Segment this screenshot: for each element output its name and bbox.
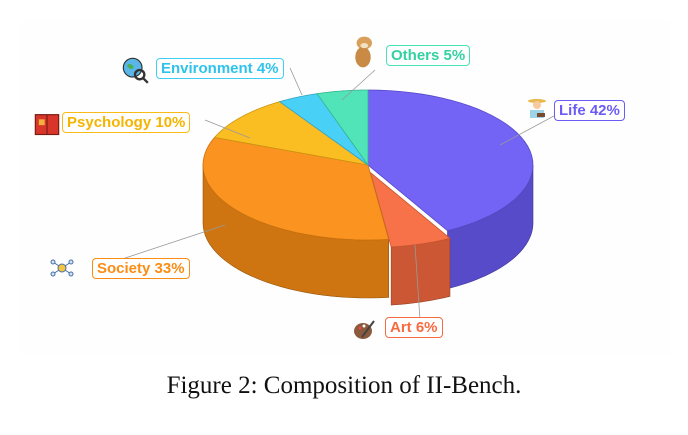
label-society: Society 33%: [92, 258, 190, 279]
label-environment: Environment 4%: [156, 58, 284, 79]
pie-chart: [94, 67, 566, 321]
slice-psychology: [213, 101, 369, 166]
slice-society: [202, 136, 390, 241]
slice-others: [316, 89, 369, 167]
slice-life: [367, 89, 534, 232]
globe-search-icon: [122, 57, 149, 84]
leader-line-art: [414, 244, 421, 321]
label-psychology: Psychology 10%: [62, 112, 191, 133]
label-others: Others 5%: [386, 45, 471, 66]
slice-art: [369, 171, 451, 248]
leader-line-environment: [289, 67, 303, 96]
label-life: Life 42%: [554, 100, 625, 121]
farmer-icon: [528, 99, 546, 118]
network-icon: [50, 259, 74, 277]
palette-icon: [354, 320, 375, 339]
slice-side-art: [390, 237, 451, 306]
label-art: Art 6%: [385, 317, 443, 338]
leader-line-psychology: [204, 119, 251, 139]
dog-icon: [355, 36, 372, 68]
figure: Life 42% Art 6% Society 33% Psychology 1…: [20, 20, 670, 355]
leader-line-others: [341, 69, 376, 101]
book-icon: [34, 114, 60, 136]
figure-caption: Figure 2: Composition of II-Bench.: [166, 372, 522, 399]
slice-environment: [278, 93, 369, 166]
